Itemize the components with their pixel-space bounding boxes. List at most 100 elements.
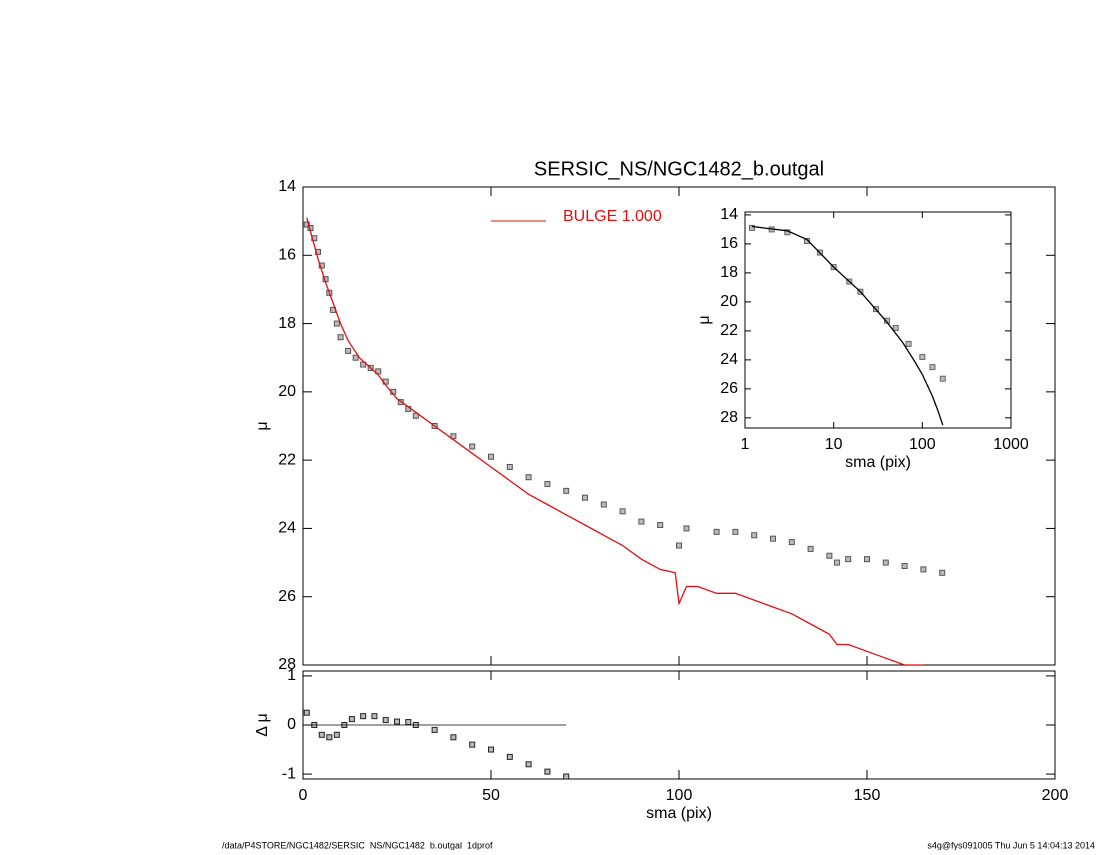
x-axis-label: sma (pix) [845, 454, 911, 471]
y-axis-label: μ [696, 315, 713, 324]
data-point [749, 224, 756, 231]
data-point [375, 368, 382, 375]
y-tick-label: 28 [720, 409, 738, 426]
y-tick-label: 26 [278, 588, 296, 605]
data-point [892, 324, 899, 331]
data-point [488, 453, 494, 460]
data-point [525, 761, 532, 768]
data-point [394, 718, 400, 725]
y-tick-label: -1 [282, 765, 296, 782]
x-tick-label: 50 [482, 787, 500, 804]
data-point [939, 569, 946, 576]
data-point [469, 741, 476, 748]
y-tick-label: 16 [278, 247, 296, 264]
y-axis-label: Δ μ [254, 713, 271, 736]
data-point [352, 354, 359, 361]
data-point [333, 731, 340, 738]
data-point [826, 552, 833, 559]
data-point [431, 726, 438, 733]
data-point [412, 412, 419, 419]
data-point [303, 709, 310, 716]
y-tick-label: 18 [720, 264, 738, 281]
data-point [770, 535, 776, 542]
y-tick-label: 1 [287, 667, 296, 684]
data-point [920, 566, 927, 573]
y-tick-label: 22 [278, 451, 296, 468]
data-point [450, 433, 457, 440]
data-point [713, 528, 720, 535]
data-point [788, 539, 795, 546]
x-axis-label: sma (pix) [646, 805, 712, 822]
data-point [333, 320, 340, 327]
x-tick-label: 150 [854, 787, 881, 804]
data-point [525, 474, 532, 481]
x-tick-label: 200 [1042, 787, 1069, 804]
x-tick-label: 0 [299, 787, 308, 804]
data-point [318, 262, 325, 269]
data-point [751, 532, 758, 539]
y-tick-label: 20 [278, 383, 296, 400]
data-point [450, 734, 457, 741]
y-tick-label: 26 [720, 380, 738, 397]
data-point [326, 734, 333, 741]
footer-right: s4g@fys091005 Thu Jun 5 14:04:13 2014 [927, 840, 1095, 850]
data-point [657, 522, 664, 529]
data-point [833, 559, 840, 566]
data-point [544, 768, 551, 775]
data-point [803, 237, 810, 244]
data-point [318, 731, 325, 738]
data-point [371, 713, 378, 720]
x-tick-label: 100 [909, 436, 936, 453]
y-tick-label: 22 [720, 322, 738, 339]
y-tick-label: 18 [278, 315, 296, 332]
chart-title: SERSIC_NS/NGC1482_b.outgal [534, 158, 824, 180]
data-point [348, 716, 355, 723]
data-point [929, 364, 936, 371]
x-tick-label: 100 [666, 787, 693, 804]
plot-area [303, 709, 570, 779]
data-point [337, 334, 344, 341]
y-axis-label: μ [254, 421, 271, 430]
y-tick-label: 28 [278, 656, 296, 673]
data-point [506, 463, 513, 470]
data-point [676, 542, 682, 549]
data-point [544, 481, 551, 488]
plot-area [303, 217, 946, 665]
y-tick-label: 20 [720, 293, 738, 310]
data-point [732, 528, 739, 535]
data-point [469, 443, 476, 450]
y-tick-label: 14 [278, 178, 296, 195]
data-point [683, 525, 690, 532]
data-point [382, 717, 389, 724]
data-point [905, 340, 912, 347]
data-point [638, 518, 645, 525]
data-point [360, 361, 367, 368]
y-tick-label: 16 [720, 235, 738, 252]
data-point [882, 559, 889, 566]
plot-area [749, 224, 946, 426]
footer-left: /data/P4STORE/NGC1482/SERSIC_NS/NGC1482_… [222, 840, 493, 850]
x-tick-label: 1000 [993, 436, 1029, 453]
y-tick-label: 24 [278, 520, 296, 537]
data-point [405, 719, 412, 726]
data-point [582, 494, 588, 501]
data-point [506, 753, 513, 760]
x-tick-label: 10 [825, 436, 843, 453]
y-tick-label: 14 [720, 206, 738, 223]
data-point [345, 347, 352, 354]
data-point [360, 713, 367, 720]
y-tick-label: 24 [720, 351, 738, 368]
data-point [563, 487, 570, 494]
data-point [864, 556, 870, 563]
model-line [751, 225, 944, 426]
model-line [306, 217, 924, 665]
data-point [845, 556, 852, 563]
plot-frame [744, 211, 1012, 429]
data-point [600, 501, 607, 508]
data-point [939, 375, 946, 382]
data-point [919, 353, 926, 360]
x-tick-label: 1 [741, 436, 750, 453]
data-point [807, 545, 814, 552]
data-point [488, 746, 494, 753]
legend-label: BULGE 1.000 [563, 208, 662, 225]
